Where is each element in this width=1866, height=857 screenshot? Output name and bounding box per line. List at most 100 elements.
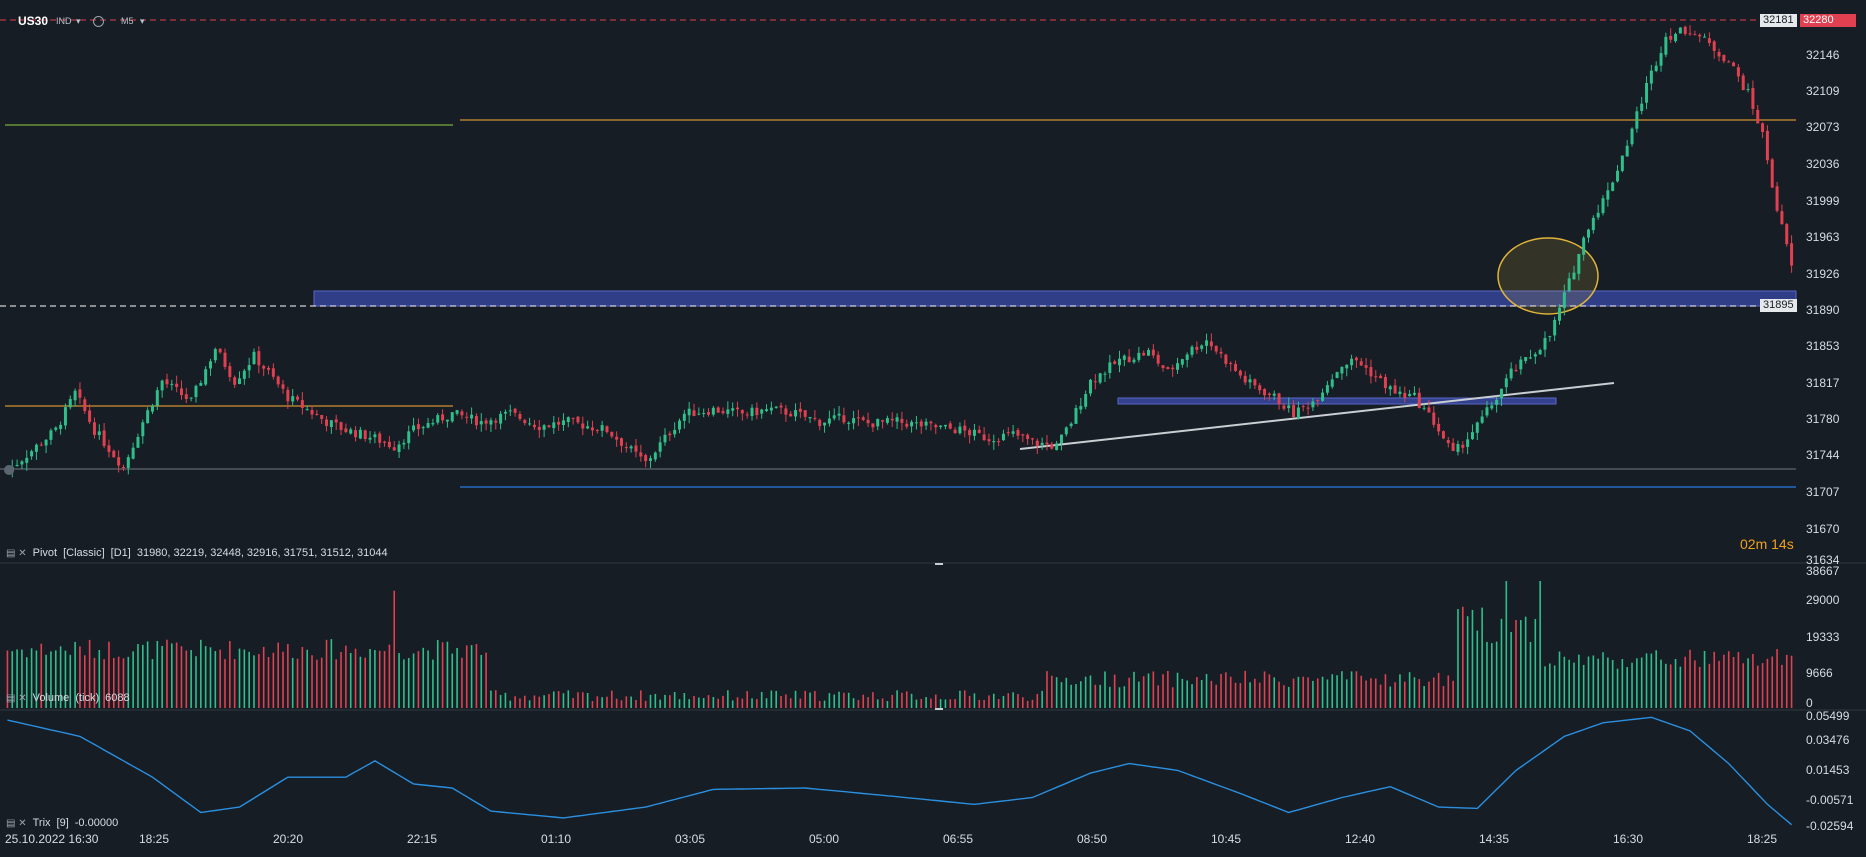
trix-period: [9]: [56, 817, 69, 829]
candle: [992, 441, 996, 443]
candle: [1509, 368, 1513, 379]
indicator-settings-icon[interactable]: ▤ ✕: [6, 692, 27, 704]
volume-bar: [35, 650, 38, 708]
volume-bar: [1258, 682, 1261, 708]
volume-bar: [1781, 664, 1783, 708]
clock-icon[interactable]: [93, 16, 104, 27]
volume-bar: [427, 650, 429, 708]
candle: [257, 351, 261, 366]
volume-bar: [1553, 665, 1556, 708]
countdown-s: s: [1786, 536, 1794, 552]
support-zone[interactable]: [1117, 397, 1557, 405]
pane-resize-handle[interactable]: [935, 563, 943, 565]
candle: [1035, 440, 1039, 446]
candle: [1703, 36, 1707, 38]
volume-bar: [1254, 678, 1256, 708]
volume-bar: [504, 692, 507, 708]
candle: [136, 436, 140, 448]
candle: [208, 361, 212, 369]
candle: [1674, 33, 1678, 42]
volume-bar: [1133, 671, 1135, 708]
volume-bar: [1684, 656, 1687, 708]
volume-bar: [1307, 677, 1309, 708]
candle: [1379, 375, 1383, 379]
candle: [648, 458, 652, 461]
volume-bar: [915, 699, 918, 708]
volume-bar: [751, 698, 753, 708]
volume-bar: [1147, 673, 1150, 708]
volume-bar: [963, 690, 966, 708]
volume-name: Volume: [32, 692, 70, 704]
time-tick-label: 18:25: [1746, 832, 1778, 846]
pivot-indicator-label[interactable]: ▤ ✕ Pivot [Classic] [D1] 31980, 32219, 3…: [6, 547, 388, 559]
volume-bar: [794, 690, 797, 708]
price-tick-label: 32036: [1806, 157, 1840, 171]
price-tick-label: 31744: [1806, 448, 1840, 462]
settings-gear-icon[interactable]: [4, 465, 14, 475]
volume-bar: [988, 695, 990, 708]
volume-tick-label: 19333: [1806, 630, 1840, 644]
timeframe-label[interactable]: M5: [121, 16, 134, 26]
highlight-circle[interactable]: [1497, 237, 1599, 315]
candle: [286, 389, 290, 402]
candle: [1325, 385, 1329, 393]
candle: [1359, 361, 1363, 366]
timeframe-chevron-icon[interactable]: ▾: [140, 16, 145, 26]
candle: [866, 419, 870, 424]
volume-bar: [1244, 670, 1247, 708]
candle: [184, 394, 188, 400]
volume-bar: [601, 697, 603, 708]
candle: [271, 368, 275, 377]
volume-bar: [1171, 687, 1174, 708]
candle: [1533, 354, 1537, 357]
time-tick-label: 03:05: [674, 832, 706, 846]
candle: [895, 417, 899, 422]
symbol-label[interactable]: US30: [18, 14, 49, 28]
volume-bar: [775, 690, 778, 708]
volume-bar: [1461, 606, 1464, 708]
volume-bar: [1075, 684, 1077, 708]
volume-bar: [1374, 678, 1377, 708]
volume-tick-label: 0: [1806, 696, 1813, 710]
candle: [518, 414, 522, 419]
candle: [1050, 443, 1054, 449]
trend-line[interactable]: [1019, 382, 1615, 450]
volume-bar: [983, 699, 985, 708]
candle: [1113, 361, 1117, 364]
candle: [305, 409, 309, 411]
candle: [315, 413, 319, 415]
volume-bar: [40, 643, 43, 708]
volume-indicator-label[interactable]: ▤ ✕ Volume (tick) 6088: [6, 692, 130, 704]
volume-bar: [412, 653, 415, 708]
pane-resize-handle-2[interactable]: [935, 708, 943, 710]
indicator-settings-icon[interactable]: ▤ ✕: [6, 817, 27, 829]
candle: [968, 430, 972, 436]
candle: [1707, 38, 1711, 43]
volume-bar: [185, 650, 188, 708]
indicator-settings-icon[interactable]: ▤ ✕: [6, 547, 27, 559]
candle: [252, 351, 256, 365]
volume-bar: [1002, 695, 1005, 708]
volume-bar: [88, 639, 91, 708]
candle: [1470, 432, 1474, 440]
time-tick-label: 05:00: [808, 832, 840, 846]
volume-bar: [1723, 654, 1725, 708]
chevron-down-icon[interactable]: ▾: [76, 16, 81, 26]
candle: [842, 415, 846, 423]
candle: [1427, 407, 1431, 413]
volume-bar: [272, 652, 275, 708]
candle: [1079, 405, 1083, 410]
volume-bar: [1051, 675, 1053, 708]
candle: [513, 408, 517, 413]
trix-indicator-label[interactable]: ▤ ✕ Trix [9] -0.00000: [6, 817, 118, 829]
volume-bar: [1486, 641, 1488, 708]
volume-bar: [64, 650, 67, 708]
candle: [881, 420, 885, 422]
volume-bar: [1621, 659, 1624, 708]
candle: [678, 420, 682, 430]
volume-bar: [490, 690, 492, 708]
candle: [1659, 53, 1663, 66]
volume-bar: [847, 692, 850, 708]
